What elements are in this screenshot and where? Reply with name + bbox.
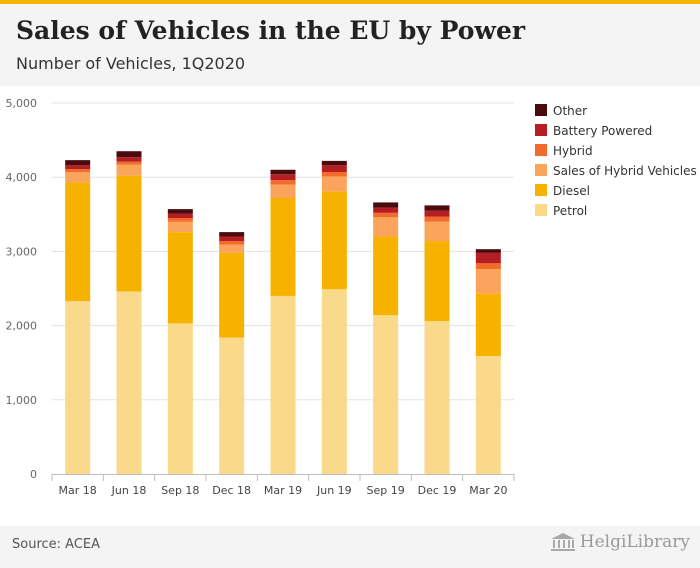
bar-segment-sales-of-hybrid-vehicles <box>219 244 245 253</box>
bar-segment-hybrid <box>219 241 245 245</box>
bar-segment-diesel <box>373 236 399 316</box>
bar-segment-other <box>219 232 245 237</box>
bar-segment-sales-of-hybrid-vehicles <box>270 184 296 198</box>
bar-segment-battery-powered <box>321 165 347 173</box>
legend-label: Sales of Hybrid Vehicles <box>553 164 697 178</box>
bar-segment-petrol <box>167 323 193 474</box>
bar-segment-sales-of-hybrid-vehicles <box>65 172 91 183</box>
bar-segment-petrol <box>270 295 296 474</box>
x-tick-label: Mar 19 <box>264 484 302 497</box>
bar-segment-hybrid <box>475 263 501 270</box>
bar-segment-other <box>373 202 399 208</box>
legend-swatch <box>535 204 547 216</box>
bar-segment-diesel <box>321 191 347 290</box>
legend-label: Battery Powered <box>553 124 652 138</box>
y-tick-label: 4,000 <box>6 171 38 184</box>
bar-segment-petrol <box>321 289 347 474</box>
bar-segment-battery-powered <box>116 157 142 162</box>
x-tick-label: Jun 19 <box>316 484 352 497</box>
x-tick-label: Dec 18 <box>212 484 251 497</box>
source-label: Source: ACEA <box>12 537 101 552</box>
bar-segment-battery-powered <box>219 236 245 242</box>
bar-segment-diesel <box>116 175 142 292</box>
x-tick-label: Jun 18 <box>111 484 147 497</box>
y-tick-label: 5,000 <box>6 97 38 110</box>
legend-label: Other <box>553 104 587 118</box>
bar-segment-petrol <box>219 337 245 474</box>
bar-segment-other <box>424 205 450 211</box>
bar-segment-hybrid <box>116 161 142 165</box>
bar-segment-diesel <box>475 293 501 357</box>
bar-segment-sales-of-hybrid-vehicles <box>116 164 142 176</box>
y-tick-label: 3,000 <box>6 245 38 258</box>
bar-segment-petrol <box>475 356 501 474</box>
y-tick-label: 1,000 <box>6 394 38 407</box>
x-tick-label: Dec 19 <box>418 484 457 497</box>
legend-label: Petrol <box>553 204 587 218</box>
legend-swatch <box>535 104 547 116</box>
y-tick-label: 0 <box>30 468 37 481</box>
bar-segment-other <box>270 169 296 175</box>
bar-segment-battery-powered <box>475 252 501 264</box>
stacked-bar-chart: 0 1,000 2,000 3,000 4,000 5,000 Mar 18 Jun 18 Se… <box>6 97 697 497</box>
bar-segment-diesel <box>424 241 450 322</box>
bar-segment-battery-powered <box>65 165 91 170</box>
bar-segment-sales-of-hybrid-vehicles <box>321 176 347 192</box>
brand-logo: HelgiLibrary <box>550 532 690 552</box>
legend-swatch <box>535 124 547 136</box>
bar-segment-other <box>475 249 501 253</box>
chart-header: Sales of Vehicles in the EU by Power Num… <box>0 4 700 86</box>
legend-label: Diesel <box>553 184 590 198</box>
bar-segment-other <box>116 151 142 158</box>
chart-subtitle: Number of Vehicles, 1Q2020 <box>16 54 246 73</box>
bar-segment-petrol <box>116 291 142 474</box>
bar-segment-hybrid <box>270 180 296 185</box>
bar-segment-other <box>65 160 91 166</box>
bar-segment-sales-of-hybrid-vehicles <box>373 217 399 237</box>
chart-title: Sales of Vehicles in the EU by Power <box>16 16 526 45</box>
x-tick-label: Mar 18 <box>59 484 97 497</box>
bar-segment-diesel <box>270 197 296 296</box>
bar-segment-sales-of-hybrid-vehicles <box>167 221 193 233</box>
library-icon <box>550 533 575 551</box>
x-tick-label: Mar 20 <box>469 484 507 497</box>
bar-segment-hybrid <box>321 172 347 177</box>
legend-swatch <box>535 144 547 156</box>
bar-segment-petrol <box>424 321 450 474</box>
x-tick-label: Sep 18 <box>161 484 199 497</box>
bar-segment-battery-powered <box>373 207 399 213</box>
bar-segment-petrol <box>65 301 91 474</box>
bar-segment-hybrid <box>424 216 450 222</box>
legend-swatch <box>535 164 547 176</box>
bar-segment-battery-powered <box>167 213 193 219</box>
bar-segment-diesel <box>219 252 245 338</box>
bar-segment-sales-of-hybrid-vehicles <box>424 221 450 242</box>
bar-segment-hybrid <box>65 169 91 173</box>
legend-label: Hybrid <box>553 144 593 158</box>
bar-segment-diesel <box>65 182 91 302</box>
bar-segment-other <box>321 160 347 166</box>
top-accent-bar <box>0 0 700 4</box>
bar-segment-sales-of-hybrid-vehicles <box>475 269 501 294</box>
bar-segment-hybrid <box>167 218 193 222</box>
bar-segment-other <box>167 209 193 214</box>
x-tick-label: Sep 19 <box>367 484 405 497</box>
bar-segment-battery-powered <box>424 210 450 217</box>
chart-footer: Source: ACEA HelgiLibrary <box>0 526 700 568</box>
bar-segment-petrol <box>373 315 399 474</box>
bar-segment-hybrid <box>373 212 399 218</box>
legend-swatch <box>535 184 547 196</box>
bar-segment-diesel <box>167 232 193 324</box>
y-tick-label: 2,000 <box>6 320 38 333</box>
bar-segment-battery-powered <box>270 174 296 181</box>
brand-name: HelgiLibrary <box>579 532 690 552</box>
